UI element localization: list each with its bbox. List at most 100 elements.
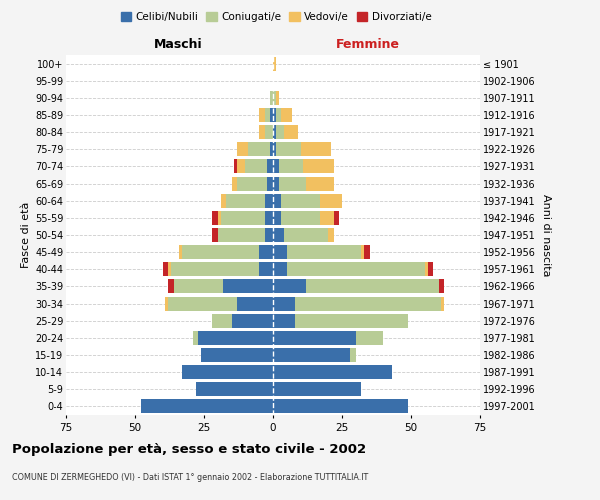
- Bar: [265, 194, 273, 207]
- Bar: [273, 365, 392, 379]
- Bar: [273, 211, 281, 225]
- Bar: [265, 108, 270, 122]
- Bar: [268, 160, 273, 173]
- Bar: [270, 108, 273, 122]
- Bar: [212, 211, 218, 225]
- Bar: [364, 245, 370, 259]
- Bar: [306, 176, 334, 190]
- Bar: [304, 160, 334, 173]
- Bar: [301, 142, 331, 156]
- Bar: [237, 296, 273, 310]
- Bar: [201, 348, 273, 362]
- Bar: [196, 382, 273, 396]
- Bar: [284, 228, 328, 242]
- Bar: [212, 228, 218, 242]
- Bar: [218, 211, 221, 225]
- Bar: [281, 108, 292, 122]
- Bar: [226, 194, 265, 207]
- Text: Popolazione per età, sesso e stato civile - 2002: Popolazione per età, sesso e stato civil…: [12, 442, 366, 456]
- Bar: [273, 331, 356, 345]
- Bar: [259, 125, 265, 139]
- Bar: [232, 314, 273, 328]
- Text: COMUNE DI ZERMEGHEDO (VI) - Dati ISTAT 1° gennaio 2002 - Elaborazione TUTTITALIA: COMUNE DI ZERMEGHEDO (VI) - Dati ISTAT 1…: [12, 472, 368, 482]
- Bar: [442, 296, 444, 310]
- Bar: [223, 280, 273, 293]
- Bar: [281, 211, 320, 225]
- Bar: [287, 245, 361, 259]
- Bar: [439, 280, 444, 293]
- Bar: [273, 91, 276, 105]
- Bar: [265, 125, 273, 139]
- Bar: [320, 211, 334, 225]
- Bar: [173, 280, 223, 293]
- Y-axis label: Anni di nascita: Anni di nascita: [541, 194, 551, 276]
- Text: Femmine: Femmine: [336, 38, 400, 52]
- Bar: [320, 194, 342, 207]
- Bar: [273, 400, 408, 413]
- Bar: [245, 160, 268, 173]
- Bar: [350, 348, 356, 362]
- Bar: [273, 382, 361, 396]
- Bar: [425, 262, 428, 276]
- Bar: [273, 56, 276, 70]
- Text: Maschi: Maschi: [154, 38, 202, 52]
- Bar: [273, 296, 295, 310]
- Bar: [276, 108, 281, 122]
- Bar: [328, 228, 334, 242]
- Bar: [232, 176, 237, 190]
- Bar: [259, 262, 273, 276]
- Bar: [182, 365, 273, 379]
- Bar: [259, 245, 273, 259]
- Bar: [273, 348, 350, 362]
- Bar: [273, 176, 278, 190]
- Bar: [273, 245, 287, 259]
- Bar: [284, 125, 298, 139]
- Bar: [237, 160, 245, 173]
- Bar: [171, 262, 259, 276]
- Y-axis label: Fasce di età: Fasce di età: [20, 202, 31, 268]
- Bar: [276, 91, 278, 105]
- Bar: [273, 160, 278, 173]
- Bar: [270, 91, 273, 105]
- Bar: [235, 160, 237, 173]
- Bar: [199, 331, 273, 345]
- Bar: [193, 331, 199, 345]
- Bar: [218, 228, 265, 242]
- Bar: [278, 160, 304, 173]
- Bar: [273, 108, 276, 122]
- Bar: [140, 400, 273, 413]
- Bar: [168, 296, 237, 310]
- Bar: [265, 211, 273, 225]
- Bar: [221, 211, 265, 225]
- Bar: [270, 142, 273, 156]
- Bar: [168, 280, 173, 293]
- Bar: [281, 194, 320, 207]
- Bar: [287, 262, 425, 276]
- Bar: [276, 142, 301, 156]
- Bar: [361, 245, 364, 259]
- Bar: [278, 176, 306, 190]
- Bar: [237, 176, 268, 190]
- Bar: [273, 314, 295, 328]
- Bar: [268, 176, 273, 190]
- Bar: [166, 296, 168, 310]
- Bar: [295, 296, 442, 310]
- Bar: [273, 194, 281, 207]
- Bar: [179, 245, 182, 259]
- Bar: [334, 211, 339, 225]
- Bar: [237, 142, 248, 156]
- Bar: [212, 314, 232, 328]
- Bar: [356, 331, 383, 345]
- Bar: [428, 262, 433, 276]
- Bar: [273, 142, 276, 156]
- Legend: Celibi/Nubili, Coniugati/e, Vedovi/e, Divorziati/e: Celibi/Nubili, Coniugati/e, Vedovi/e, Di…: [116, 8, 436, 26]
- Bar: [168, 262, 171, 276]
- Bar: [248, 142, 270, 156]
- Bar: [273, 228, 284, 242]
- Bar: [265, 228, 273, 242]
- Bar: [306, 280, 439, 293]
- Bar: [295, 314, 408, 328]
- Bar: [182, 245, 259, 259]
- Bar: [221, 194, 226, 207]
- Bar: [259, 108, 265, 122]
